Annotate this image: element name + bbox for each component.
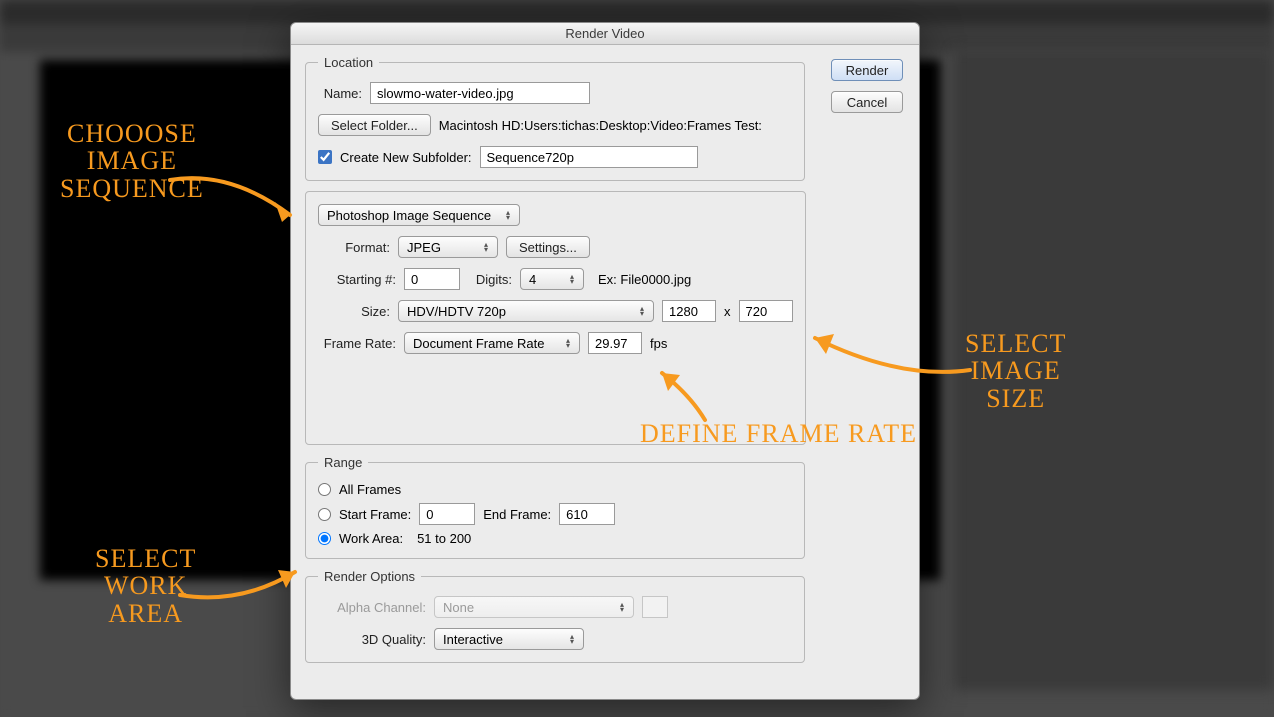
name-input[interactable]	[370, 82, 590, 104]
subfolder-input[interactable]	[480, 146, 698, 168]
updown-icon	[503, 210, 513, 220]
work-area-radio[interactable]	[318, 532, 331, 545]
render-options-group: Render Options Alpha Channel: None 3D Qu…	[305, 569, 805, 663]
start-frame-label: Start Frame:	[339, 507, 411, 522]
digits-value: 4	[529, 272, 536, 287]
range-legend: Range	[318, 455, 368, 470]
cancel-button[interactable]: Cancel	[831, 91, 903, 113]
frame-rate-select[interactable]: Document Frame Rate	[404, 332, 580, 354]
background-right-panel	[954, 50, 1274, 690]
size-label: Size:	[346, 304, 390, 319]
range-group: Range All Frames Start Frame: End Frame:…	[305, 455, 805, 559]
digits-label: Digits:	[468, 272, 512, 287]
export-mode-value: Photoshop Image Sequence	[327, 208, 491, 223]
render-button[interactable]: Render	[831, 59, 903, 81]
example-label: Ex: File0000.jpg	[598, 272, 691, 287]
updown-icon	[617, 602, 627, 612]
size-value: HDV/HDTV 720p	[407, 304, 506, 319]
start-frame-radio[interactable]	[318, 508, 331, 521]
work-area-label: Work Area:	[339, 531, 403, 546]
height-input[interactable]	[739, 300, 793, 322]
render-video-dialog: Render Video Render Cancel Location Name…	[290, 22, 920, 700]
starting-label: Starting #:	[324, 272, 396, 287]
updown-icon	[563, 338, 573, 348]
updown-icon	[567, 274, 577, 284]
all-frames-label: All Frames	[339, 482, 401, 497]
render-options-legend: Render Options	[318, 569, 421, 584]
start-frame-input[interactable]	[419, 503, 475, 525]
settings-button[interactable]: Settings...	[506, 236, 590, 258]
dialog-title: Render Video	[291, 23, 919, 45]
end-frame-label: End Frame:	[483, 507, 551, 522]
starting-input[interactable]	[404, 268, 460, 290]
location-legend: Location	[318, 55, 379, 70]
size-select[interactable]: HDV/HDTV 720p	[398, 300, 654, 322]
alpha-select: None	[434, 596, 634, 618]
folder-path: Macintosh HD:Users:tichas:Desktop:Video:…	[439, 118, 762, 133]
frame-rate-select-value: Document Frame Rate	[413, 336, 545, 351]
quality-select[interactable]: Interactive	[434, 628, 584, 650]
quality-label: 3D Quality:	[318, 632, 426, 647]
format-select[interactable]: JPEG	[398, 236, 498, 258]
create-subfolder-label: Create New Subfolder:	[340, 150, 472, 165]
updown-icon	[481, 242, 491, 252]
frame-rate-input[interactable]	[588, 332, 642, 354]
create-subfolder-checkbox[interactable]	[318, 150, 332, 164]
end-frame-input[interactable]	[559, 503, 615, 525]
updown-icon	[567, 634, 577, 644]
location-group: Location Name: Select Folder... Macintos…	[305, 55, 805, 181]
all-frames-radio[interactable]	[318, 483, 331, 496]
quality-value: Interactive	[443, 632, 503, 647]
export-group: Photoshop Image Sequence Format: JPEG Se…	[305, 191, 806, 445]
fps-label: fps	[650, 336, 667, 351]
frame-rate-label: Frame Rate:	[318, 336, 396, 351]
select-folder-button[interactable]: Select Folder...	[318, 114, 431, 136]
alpha-color-swatch	[642, 596, 668, 618]
work-area-value: 51 to 200	[417, 531, 471, 546]
format-label: Format:	[330, 240, 390, 255]
format-value: JPEG	[407, 240, 441, 255]
alpha-label: Alpha Channel:	[318, 600, 426, 615]
width-input[interactable]	[662, 300, 716, 322]
name-label: Name:	[318, 86, 362, 101]
alpha-value: None	[443, 600, 474, 615]
digits-select[interactable]: 4	[520, 268, 584, 290]
x-label: x	[724, 304, 731, 319]
updown-icon	[637, 306, 647, 316]
export-mode-select[interactable]: Photoshop Image Sequence	[318, 204, 520, 226]
